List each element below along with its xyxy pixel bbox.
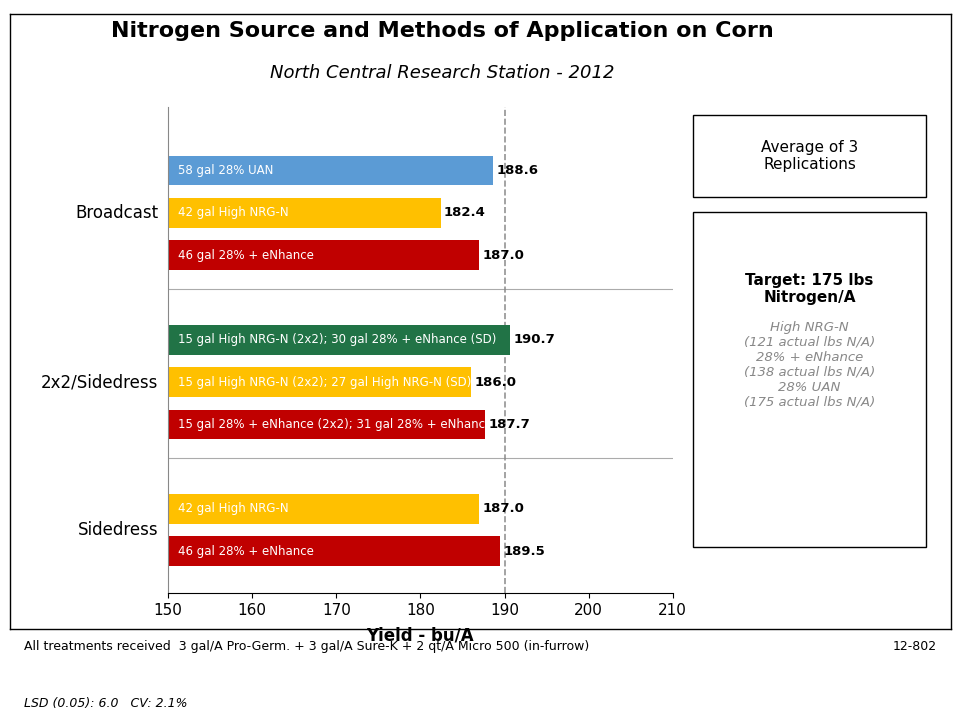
Text: Nitrogen Source and Methods of Application on Corn: Nitrogen Source and Methods of Applicati…: [111, 21, 774, 41]
Text: 2x2/Sidedress: 2x2/Sidedress: [41, 373, 159, 391]
Text: Sidedress: Sidedress: [78, 521, 159, 539]
Bar: [168, 240, 480, 270]
Text: 187.0: 187.0: [482, 503, 525, 516]
Text: High NRG-N
(121 actual lbs N/A)
28% + eNhance
(138 actual lbs N/A)
28% UAN
(175 : High NRG-N (121 actual lbs N/A) 28% + eN…: [744, 321, 875, 409]
X-axis label: Yield - bu/A: Yield - bu/A: [367, 626, 474, 644]
Text: 46 gal 28% + eNhance: 46 gal 28% + eNhance: [178, 249, 314, 262]
Bar: [168, 156, 493, 185]
Text: 58 gal 28% UAN: 58 gal 28% UAN: [178, 164, 274, 177]
Text: 187.0: 187.0: [482, 249, 525, 262]
Text: 42 gal High NRG-N: 42 gal High NRG-N: [178, 503, 289, 516]
Text: Target: 175 lbs
Nitrogen/A: Target: 175 lbs Nitrogen/A: [746, 272, 874, 305]
Text: 46 gal 28% + eNhance: 46 gal 28% + eNhance: [178, 545, 314, 558]
Bar: [168, 325, 510, 355]
Text: 188.6: 188.6: [496, 164, 538, 177]
Text: North Central Research Station - 2012: North Central Research Station - 2012: [270, 64, 614, 82]
Bar: [168, 494, 480, 523]
Text: 189.5: 189.5: [504, 545, 546, 558]
Text: 15 gal High NRG-N (2x2); 27 gal High NRG-N (SD): 15 gal High NRG-N (2x2); 27 gal High NRG…: [178, 375, 472, 388]
Text: Broadcast: Broadcast: [76, 204, 159, 222]
Bar: [168, 368, 471, 397]
Text: All treatments received  3 gal/A Pro-Germ. + 3 gal/A Sure-K + 2 qt/A Micro 500 (: All treatments received 3 gal/A Pro-Germ…: [24, 640, 589, 653]
Text: 15 gal High NRG-N (2x2); 30 gal 28% + eNhance (SD): 15 gal High NRG-N (2x2); 30 gal 28% + eN…: [178, 333, 497, 346]
Text: 42 gal High NRG-N: 42 gal High NRG-N: [178, 207, 289, 220]
Bar: [168, 410, 485, 439]
FancyBboxPatch shape: [693, 212, 926, 547]
Text: 186.0: 186.0: [474, 375, 516, 388]
Text: 12-802: 12-802: [893, 640, 937, 653]
Text: 15 gal 28% + eNhance (2x2); 31 gal 28% + eNhance: 15 gal 28% + eNhance (2x2); 31 gal 28% +…: [178, 418, 493, 431]
Text: 190.7: 190.7: [514, 333, 555, 346]
Text: 182.4: 182.4: [444, 207, 486, 220]
FancyBboxPatch shape: [693, 114, 926, 197]
Text: Average of 3
Replications: Average of 3 Replications: [761, 139, 858, 172]
Bar: [168, 198, 440, 228]
Text: 187.7: 187.7: [488, 418, 530, 431]
Bar: [168, 536, 501, 566]
Text: LSD (0.05): 6.0   CV: 2.1%: LSD (0.05): 6.0 CV: 2.1%: [24, 697, 187, 710]
